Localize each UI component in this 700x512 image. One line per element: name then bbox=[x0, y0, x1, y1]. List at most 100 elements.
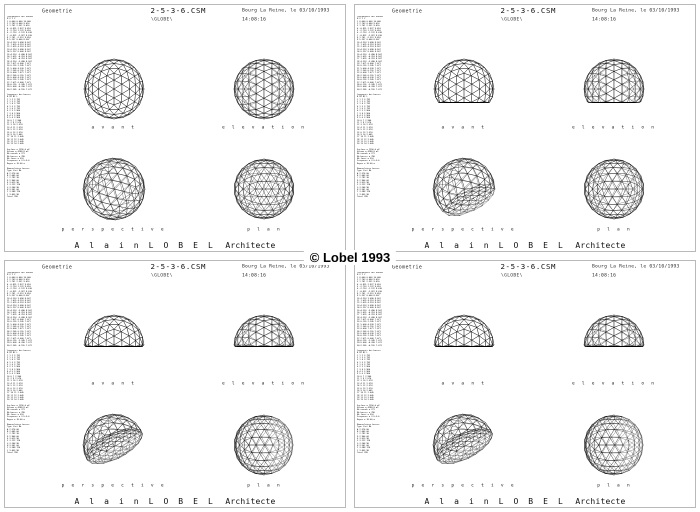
data-column-line: 17 10 11 2.645 bbox=[357, 392, 374, 395]
view-plan[interactable]: p l a n bbox=[189, 384, 340, 488]
data-column-line: F 3.122 120 bbox=[7, 184, 21, 187]
data-column-line: 17 10 11 2.645 bbox=[7, 392, 24, 395]
data-column-line: 8 4 5 2.906 bbox=[357, 115, 371, 118]
data-column-line: 12 3 10 2.574 bbox=[7, 380, 23, 383]
data-column-line: 3 1.701 2.351 9.610 bbox=[357, 25, 380, 28]
data-column-line: H 3.301 60 bbox=[357, 445, 369, 448]
data-column-line: 1 1 2 2.792 bbox=[357, 98, 371, 101]
view-plan[interactable]: p l a n bbox=[539, 128, 690, 232]
data-column-line: 16-1.625 -4.253 8.507 bbox=[357, 55, 382, 58]
panel-bottom-left[interactable]: Geometrie 2-5-3-6.CSM \GLOBE\ Bourg La R… bbox=[0, 256, 350, 512]
drawing-subtitle: \GLOBE\ bbox=[500, 16, 523, 22]
data-column-line: 2 1 3 2.792 bbox=[357, 357, 371, 360]
data-column-line: Nb noeuds = 271 bbox=[7, 409, 25, 412]
data-column-line: 30-2.245 -6.155 7.071 bbox=[357, 344, 382, 347]
data-column-line: 24-2.245 6.155 7.071 bbox=[357, 74, 381, 77]
data-column-line: 27-7.071 0.000 7.071 bbox=[7, 337, 31, 340]
data-column-line: 12 3 10 2.574 bbox=[357, 380, 373, 383]
data-column-line: 14-5.257 0.000 8.507 bbox=[7, 307, 31, 310]
view-perspective[interactable]: p e r s p e c t i v e bbox=[39, 384, 190, 488]
data-column-line: 10 4.253 3.090 8.507 bbox=[357, 297, 381, 300]
data-column-line: 30-2.245 -6.155 7.071 bbox=[7, 344, 32, 347]
data-column-line: 3 1 4 2.792 bbox=[357, 103, 371, 106]
stamp-place: Bourg La Reine, le 03/10/1993 bbox=[591, 263, 680, 269]
data-column-line: 7 -0.951 -2.927 9.610 bbox=[7, 290, 32, 293]
data-column-line: Longueurs des barres bbox=[357, 350, 381, 352]
data-column-line: D 2.906 60 bbox=[357, 435, 369, 438]
data-column-line: Coordonnees des noeuds bbox=[357, 272, 384, 274]
data-column-line: 4 1 5 2.792 bbox=[357, 105, 371, 108]
data-column-line: 24-2.245 6.155 7.071 bbox=[7, 74, 31, 77]
data-column-line: 27-7.071 0.000 7.071 bbox=[357, 81, 381, 84]
data-column-line: N X Y Z bbox=[7, 18, 16, 21]
view-elevation[interactable]: e l e v a t i o n bbox=[189, 282, 340, 386]
view-label-perspective: p e r s p e c t i v e bbox=[61, 226, 166, 232]
data-column-line: 5 1 6 2.792 bbox=[7, 364, 21, 367]
credit-line: A l a i n L O B E L Architecte bbox=[350, 233, 700, 252]
data-column-line: 20 13 14 2.645 bbox=[357, 143, 374, 146]
data-column-line: 27-7.071 0.000 7.071 bbox=[357, 337, 381, 340]
geometry-label: Geometrie bbox=[42, 264, 73, 271]
data-column-line: 6 2 3 2.906 bbox=[357, 110, 371, 113]
view-perspective[interactable]: p e r s p e c t i v e bbox=[389, 384, 540, 488]
data-column-line: Rayon = 10.00 m bbox=[357, 418, 375, 421]
data-column-line: 22 2.245 6.155 7.071 bbox=[357, 69, 381, 72]
view-avant[interactable]: a v a n t bbox=[389, 282, 540, 386]
view-perspective[interactable]: p e r s p e c t i v e bbox=[389, 128, 540, 232]
data-column-line: 15 6 13 2.574 bbox=[357, 387, 373, 390]
data-column-line: 22 2.245 6.155 7.071 bbox=[7, 69, 31, 72]
data-column-line: G 3.244 90 bbox=[357, 442, 369, 445]
data-column-line: Nb barres = 780 bbox=[357, 155, 375, 158]
view-avant[interactable]: a v a n t bbox=[389, 26, 540, 130]
credit-role: Architecte bbox=[225, 241, 276, 250]
data-column-line: 20 6.155 2.245 7.071 bbox=[357, 321, 381, 324]
data-column-line: 25-5.000 4.330 7.071 bbox=[357, 76, 381, 79]
data-column-line: 1 0.000 0.000 10.000 bbox=[7, 276, 31, 279]
view-label-plan: p l a n bbox=[596, 482, 632, 488]
view-elevation[interactable]: e l e v a t i o n bbox=[539, 282, 690, 386]
data-column-line: Nb noeuds = 271 bbox=[357, 153, 375, 156]
view-elevation[interactable]: e l e v a t i o n bbox=[539, 26, 690, 130]
data-column-line: 29-5.000 -4.330 7.071 bbox=[357, 86, 382, 89]
panel-top-left[interactable]: Geometrie 2-5-3-6.CSM \GLOBE\ Bourg La R… bbox=[0, 0, 350, 256]
data-column-line: C 2.792 30 bbox=[357, 433, 369, 436]
data-column-line: 11 2 9 2.574 bbox=[7, 378, 22, 381]
view-plan[interactable]: p l a n bbox=[539, 384, 690, 488]
view-avant[interactable]: a v a n t bbox=[39, 282, 190, 386]
data-column-line: Nb barres = 780 bbox=[7, 155, 25, 158]
panel-top-right[interactable]: Geometrie 2-5-3-6.CSM \GLOBE\ Bourg La R… bbox=[350, 0, 700, 256]
panel-bottom-right[interactable]: Geometrie 2-5-3-6.CSM \GLOBE\ Bourg La R… bbox=[350, 256, 700, 512]
data-column-line: 19 12 13 2.645 bbox=[7, 140, 24, 143]
data-column-line: A 2.574 60 bbox=[357, 428, 369, 431]
data-column-line: 28-6.155 -2.245 7.071 bbox=[7, 339, 32, 342]
data-column-line: 16 9 10 2.645 bbox=[7, 389, 23, 392]
panel-frame bbox=[354, 4, 696, 252]
data-column-line: B 2.645 60 bbox=[7, 175, 19, 177]
data-column-line: G 3.244 90 bbox=[7, 442, 19, 445]
views-grid: a v a n t e l e v a t i o n p e r s p e … bbox=[389, 26, 690, 232]
data-column-line: Longueurs des barres bbox=[357, 94, 381, 96]
data-column-line: A 2.574 60 bbox=[357, 172, 369, 175]
data-column-line: 19 7.071 0.000 7.071 bbox=[357, 62, 381, 65]
data-column-line: 5 -2.753 1.122 9.610 bbox=[7, 30, 31, 33]
view-elevation[interactable]: e l e v a t i o n bbox=[189, 26, 340, 130]
view-label-avant: a v a n t bbox=[441, 124, 487, 130]
view-avant[interactable]: a v a n t bbox=[39, 26, 190, 130]
data-column-line: 20 13 14 2.645 bbox=[7, 399, 24, 402]
data-column-line: 18 4.253 -3.090 8.507 bbox=[357, 316, 382, 319]
data-column-line: 10 4.253 3.090 8.507 bbox=[7, 297, 31, 300]
view-plan[interactable]: p l a n bbox=[189, 128, 340, 232]
view-perspective[interactable]: p e r s p e c t i v e bbox=[39, 128, 190, 232]
view-label-avant: a v a n t bbox=[91, 380, 137, 386]
data-column-line: 19 12 13 2.645 bbox=[357, 140, 374, 143]
data-column-line: 6 -2.753 -1.122 9.610 bbox=[7, 32, 32, 35]
credit-name: A l a i n L O B E L bbox=[74, 497, 216, 506]
data-column-line: 3 1 4 2.792 bbox=[7, 103, 21, 106]
drawing-subtitle: \GLOBE\ bbox=[500, 272, 523, 278]
views-grid: a v a n t e l e v a t i o n p e r s p e … bbox=[39, 282, 340, 488]
credit-line: A l a i n L O B E L Architecte bbox=[0, 489, 350, 508]
